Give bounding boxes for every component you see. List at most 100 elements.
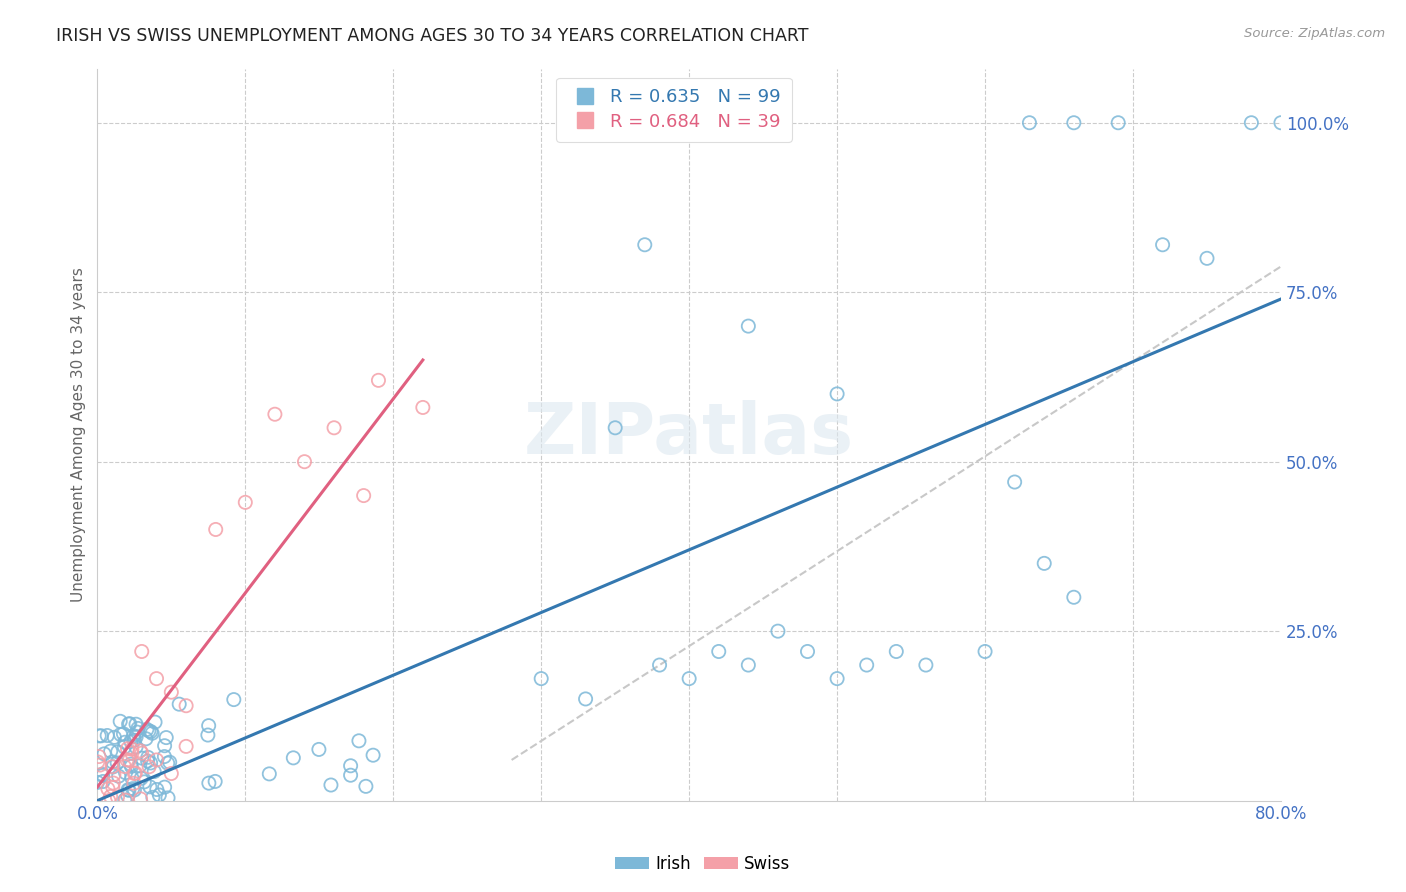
Point	[766, 624, 789, 639]
Text: IRISH VS SWISS UNEMPLOYMENT AMONG AGES 30 TO 34 YEARS CORRELATION CHART: IRISH VS SWISS UNEMPLOYMENT AMONG AGES 3…	[56, 27, 808, 45]
Point	[648, 658, 671, 673]
Point	[105, 756, 128, 770]
Point	[737, 319, 759, 334]
Point	[118, 753, 141, 767]
Point	[127, 725, 149, 739]
Point	[107, 790, 129, 805]
Point	[139, 780, 162, 794]
Point	[1063, 116, 1085, 130]
Text: ZIPatlas: ZIPatlas	[524, 401, 855, 469]
Point	[796, 644, 818, 658]
Point	[825, 672, 848, 686]
Point	[124, 783, 146, 797]
Point	[112, 727, 135, 741]
Point	[115, 753, 138, 767]
Point	[91, 774, 114, 789]
Point	[347, 734, 370, 748]
Point	[707, 644, 730, 658]
Point	[135, 723, 157, 737]
Point	[100, 744, 122, 758]
Point	[323, 421, 346, 435]
Point	[121, 742, 143, 756]
Point	[141, 726, 163, 740]
Point	[145, 672, 167, 686]
Point	[122, 729, 145, 743]
Point	[121, 771, 143, 785]
Point	[138, 723, 160, 738]
Point	[204, 523, 226, 537]
Point	[264, 407, 287, 421]
Point	[353, 489, 375, 503]
Point	[117, 741, 139, 756]
Point	[134, 775, 156, 789]
Point	[148, 788, 170, 802]
Point	[112, 739, 135, 754]
Point	[174, 698, 197, 713]
Point	[120, 757, 142, 772]
Point	[1033, 557, 1056, 571]
Point	[1240, 116, 1263, 130]
Point	[96, 729, 118, 743]
Point	[259, 767, 281, 781]
Point	[118, 783, 141, 797]
Point	[155, 731, 177, 745]
Point	[153, 780, 176, 794]
Point	[117, 717, 139, 731]
Point	[131, 746, 153, 760]
Point	[143, 715, 166, 730]
Point	[89, 758, 111, 772]
Point	[124, 733, 146, 747]
Point	[112, 759, 135, 773]
Point	[129, 772, 152, 786]
Point	[120, 734, 142, 748]
Point	[90, 729, 112, 743]
Point	[91, 767, 114, 781]
Point	[121, 746, 143, 760]
Point	[117, 782, 139, 797]
Point	[114, 793, 136, 807]
Point	[222, 692, 245, 706]
Point	[97, 794, 120, 808]
Point	[125, 730, 148, 744]
Point	[412, 401, 434, 415]
Point	[127, 722, 149, 736]
Point	[91, 768, 114, 782]
Point	[101, 760, 124, 774]
Point	[121, 781, 143, 796]
Point	[204, 774, 226, 789]
Point	[157, 790, 180, 805]
Point	[136, 750, 159, 764]
Point	[103, 776, 125, 790]
Point	[197, 719, 219, 733]
Point	[86, 775, 108, 789]
Point	[825, 387, 848, 401]
Point	[153, 739, 176, 753]
Point	[87, 749, 110, 764]
Point	[1107, 116, 1129, 130]
Point	[110, 727, 132, 741]
Point	[160, 766, 183, 780]
Point	[160, 685, 183, 699]
Point	[367, 373, 389, 387]
Point	[146, 782, 169, 797]
Point	[294, 455, 316, 469]
Point	[574, 692, 596, 706]
Point	[1270, 116, 1292, 130]
Point	[855, 658, 877, 673]
Point	[93, 747, 115, 761]
Text: Source: ZipAtlas.com: Source: ZipAtlas.com	[1244, 27, 1385, 40]
Point	[125, 739, 148, 754]
Point	[915, 658, 938, 673]
Point	[107, 745, 129, 759]
Point	[108, 714, 131, 729]
Point	[159, 755, 181, 769]
Point	[125, 717, 148, 731]
Point	[138, 760, 160, 774]
Point	[120, 759, 142, 773]
Point	[339, 758, 361, 772]
Point	[339, 768, 361, 782]
Point	[153, 749, 176, 764]
Point	[101, 760, 124, 774]
Point	[143, 764, 166, 779]
Point	[118, 716, 141, 731]
